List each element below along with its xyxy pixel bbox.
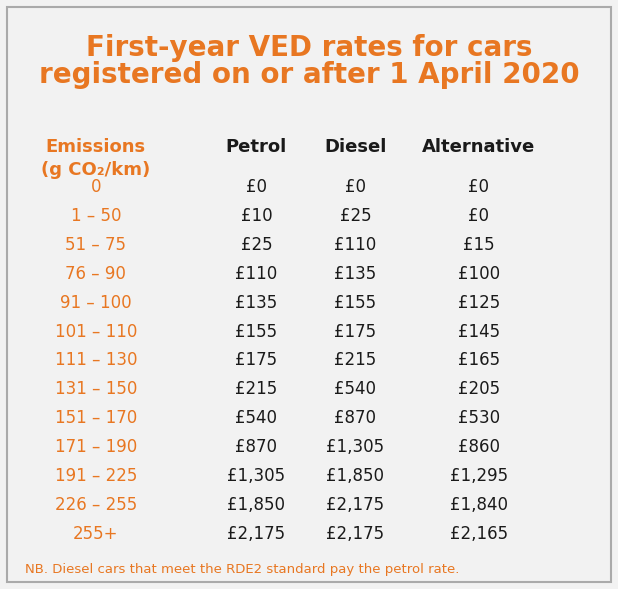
Text: £100: £100 <box>458 265 500 283</box>
Text: £165: £165 <box>458 352 500 369</box>
Text: Emissions
(g CO₂/km): Emissions (g CO₂/km) <box>41 138 150 178</box>
Text: £15: £15 <box>463 236 495 254</box>
Text: 111 – 130: 111 – 130 <box>54 352 137 369</box>
Text: £870: £870 <box>334 409 376 427</box>
Text: 1 – 50: 1 – 50 <box>70 207 121 225</box>
Text: £870: £870 <box>235 438 277 456</box>
Text: £25: £25 <box>240 236 273 254</box>
Text: £540: £540 <box>334 380 376 398</box>
Text: registered on or after 1 April 2020: registered on or after 1 April 2020 <box>39 61 579 89</box>
Text: £0: £0 <box>345 178 366 196</box>
Text: £155: £155 <box>334 294 376 312</box>
Text: 0: 0 <box>91 178 101 196</box>
Text: £0: £0 <box>246 178 267 196</box>
Text: £110: £110 <box>235 265 277 283</box>
Text: £0: £0 <box>468 178 489 196</box>
Text: £25: £25 <box>339 207 371 225</box>
Text: Diesel: Diesel <box>324 138 386 157</box>
Text: 51 – 75: 51 – 75 <box>66 236 126 254</box>
Text: £1,305: £1,305 <box>227 467 286 485</box>
Text: £1,305: £1,305 <box>326 438 384 456</box>
Text: £145: £145 <box>458 323 500 340</box>
Text: £175: £175 <box>334 323 376 340</box>
Text: £155: £155 <box>235 323 277 340</box>
Text: £135: £135 <box>235 294 277 312</box>
Text: £1,295: £1,295 <box>450 467 508 485</box>
Text: 76 – 90: 76 – 90 <box>66 265 126 283</box>
Text: £2,175: £2,175 <box>326 525 384 542</box>
Text: £530: £530 <box>458 409 500 427</box>
Text: 171 – 190: 171 – 190 <box>54 438 137 456</box>
Text: £1,840: £1,840 <box>450 496 508 514</box>
Text: NB. Diesel cars that meet the RDE2 standard pay the petrol rate.: NB. Diesel cars that meet the RDE2 stand… <box>25 563 459 576</box>
Text: 191 – 225: 191 – 225 <box>54 467 137 485</box>
Text: First-year VED rates for cars: First-year VED rates for cars <box>86 34 532 62</box>
Text: £175: £175 <box>235 352 277 369</box>
Text: £540: £540 <box>235 409 277 427</box>
Text: Alternative: Alternative <box>422 138 536 157</box>
Text: £860: £860 <box>458 438 500 456</box>
Text: £110: £110 <box>334 236 376 254</box>
Text: 255+: 255+ <box>73 525 119 542</box>
Text: £205: £205 <box>458 380 500 398</box>
Text: £135: £135 <box>334 265 376 283</box>
Text: £10: £10 <box>240 207 273 225</box>
Text: 151 – 170: 151 – 170 <box>54 409 137 427</box>
Text: Petrol: Petrol <box>226 138 287 157</box>
Text: 131 – 150: 131 – 150 <box>54 380 137 398</box>
Text: £1,850: £1,850 <box>227 496 286 514</box>
Text: £2,175: £2,175 <box>227 525 286 542</box>
Text: £125: £125 <box>458 294 500 312</box>
Text: 91 – 100: 91 – 100 <box>60 294 132 312</box>
Text: £1,850: £1,850 <box>326 467 384 485</box>
Text: 101 – 110: 101 – 110 <box>54 323 137 340</box>
Text: £2,165: £2,165 <box>450 525 508 542</box>
Text: £215: £215 <box>334 352 376 369</box>
Text: £215: £215 <box>235 380 277 398</box>
Text: £2,175: £2,175 <box>326 496 384 514</box>
Text: £0: £0 <box>468 207 489 225</box>
Text: 226 – 255: 226 – 255 <box>54 496 137 514</box>
